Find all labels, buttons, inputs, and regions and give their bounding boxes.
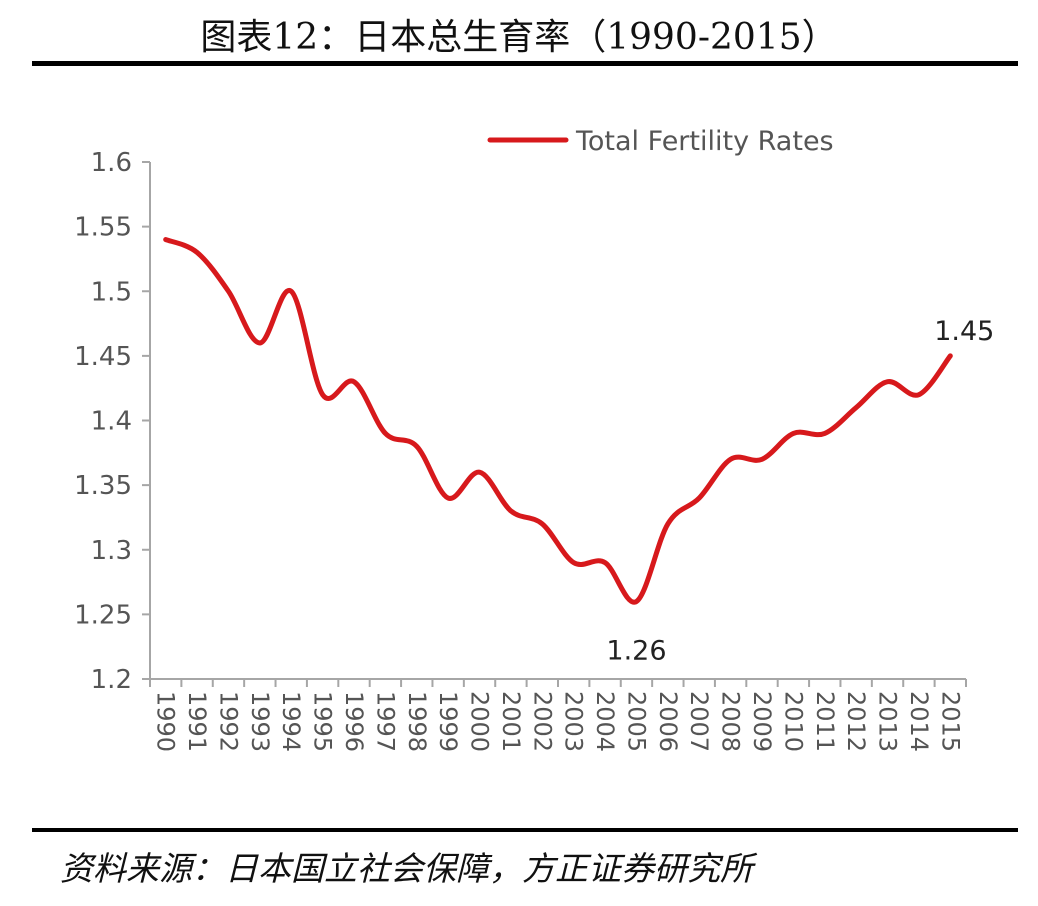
x-tick-label: 1993: [246, 691, 274, 752]
source-note: 资料来源：日本国立社会保障，方正证券研究所: [60, 849, 753, 888]
x-tick-label: 2005: [622, 691, 650, 752]
x-tick-label: 2010: [779, 691, 807, 752]
x-tick-label: 2009: [748, 691, 776, 752]
y-tick-label: 1.25: [74, 600, 132, 630]
x-tick-label: 1999: [434, 691, 462, 752]
x-tick-label: 2015: [936, 691, 964, 752]
bottom-divider: [32, 828, 1018, 832]
x-tick-label: 1994: [277, 691, 305, 752]
data-labels: 1.26 1.45: [606, 316, 994, 667]
x-tick-label: 2006: [654, 691, 682, 752]
y-tick-label: 1.6: [91, 148, 132, 178]
x-tick-label: 2000: [466, 691, 494, 752]
y-axis-ticks: 1.2 1.25 1.3 1.35 1.4 1.45 1.5 1.55 1.6: [74, 148, 150, 695]
x-tick-label: 1997: [371, 691, 399, 752]
x-tick-label: 1991: [183, 691, 211, 752]
x-tick-label: 2001: [497, 691, 525, 752]
x-tick-label: 1990: [152, 691, 180, 752]
y-tick-label: 1.35: [74, 471, 132, 501]
series-line-total-fertility-rates: [163, 237, 953, 605]
x-tick-label: 1998: [403, 691, 431, 752]
legend-label: Total Fertility Rates: [575, 126, 834, 157]
page-title: 图表12：日本总生育率（1990-2015）: [200, 17, 838, 58]
legend: Total Fertility Rates: [487, 126, 834, 157]
y-tick-label: 1.3: [91, 536, 132, 566]
x-axis-ticks: 1990 1991 1992 1993 1994 1995 1996 1997 1998 1999…: [149, 679, 967, 752]
x-tick-label: 2004: [591, 691, 619, 752]
x-tick-label: 2013: [874, 691, 902, 752]
y-tick-label: 1.2: [91, 665, 132, 695]
x-tick-label: 2007: [685, 691, 713, 752]
y-tick-label: 1.55: [74, 213, 132, 243]
x-tick-label: 1992: [214, 691, 242, 752]
x-tick-label: 2003: [560, 691, 588, 752]
x-tick-label: 1996: [340, 691, 368, 752]
x-tick-label: 2012: [842, 691, 870, 752]
data-label-2005: 1.26: [606, 635, 666, 666]
x-tick-label: 2002: [528, 691, 556, 752]
x-tick-label: 2011: [811, 691, 839, 752]
y-tick-label: 1.45: [74, 342, 132, 372]
y-tick-label: 1.4: [91, 407, 132, 437]
x-tick-label: 2014: [905, 691, 933, 752]
y-tick-label: 1.5: [91, 277, 132, 307]
x-tick-label: 2008: [717, 691, 745, 752]
data-label-2015: 1.45: [934, 316, 994, 347]
x-tick-label: 1995: [309, 691, 337, 752]
top-divider: [32, 61, 1018, 66]
